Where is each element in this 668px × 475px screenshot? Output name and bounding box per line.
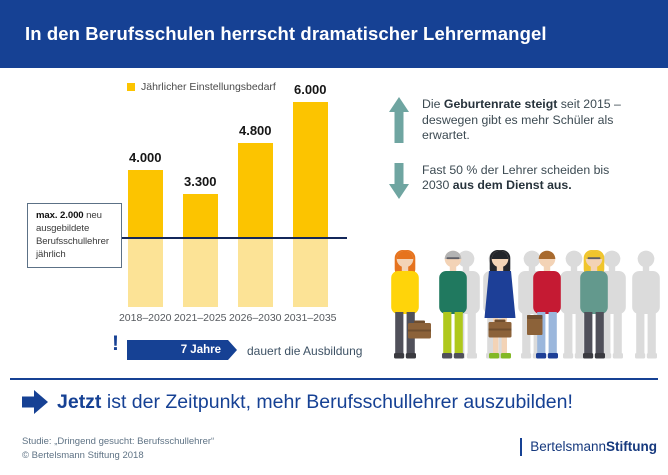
exclamation-icon: ! xyxy=(112,332,119,355)
teacher-figure xyxy=(391,250,431,359)
capacity-threshold-line xyxy=(113,237,347,239)
duration-caption: dauert die Ausbildung xyxy=(247,344,363,358)
teacher-figure xyxy=(484,250,516,359)
page-title: In den Berufsschulen herrscht dramatisch… xyxy=(25,23,547,44)
cta-text: Jetzt ist der Zeitpunkt, mehr Berufsschu… xyxy=(57,390,573,413)
bar-category-label: 2021–2025 xyxy=(173,312,227,324)
chart-legend: Jährlicher Einstellungsbedarf xyxy=(127,81,276,93)
bar xyxy=(127,170,163,307)
bar-category-label: 2018–2020 xyxy=(118,312,172,324)
header: In den Berufsschulen herrscht dramatisch… xyxy=(0,0,668,68)
bar-category-label: 2031–2035 xyxy=(283,312,337,324)
bar xyxy=(182,194,218,307)
teacher-figure xyxy=(439,250,467,359)
legend-label: Jährlicher Einstellungsbedarf xyxy=(141,81,276,93)
fact-text: Die Geburtenrate steigt seit 2015 – desw… xyxy=(422,97,621,142)
bar-value-label: 4.000 xyxy=(128,150,162,166)
duration-value: 7 Jahre xyxy=(180,344,221,356)
bar-value-label: 4.800 xyxy=(238,122,272,138)
teachers-illustration xyxy=(391,250,660,359)
bar xyxy=(237,142,273,307)
bar-category-label: 2026–2030 xyxy=(228,312,282,324)
capacity-note: max. 2.000 neu ausgebildete Berufsschull… xyxy=(27,203,122,269)
bertelsmann-logo: BertelsmannStiftung xyxy=(520,438,657,456)
bar-value-label: 3.300 xyxy=(183,174,217,190)
call-to-action: Jetzt ist der Zeitpunkt, mehr Berufsschu… xyxy=(22,390,573,414)
bar-value-label: 6.000 xyxy=(293,81,327,97)
arrow-up-icon xyxy=(389,97,409,143)
teacher-figure xyxy=(580,250,608,359)
legend-swatch-icon xyxy=(127,83,135,91)
bar xyxy=(292,101,328,307)
fact-retirement: Fast 50 % der Lehrer scheiden bis 2030 a… xyxy=(389,162,633,199)
arrow-right-icon xyxy=(22,390,48,414)
copyright: © Bertelsmann Stiftung 2018 xyxy=(22,449,144,461)
divider-line xyxy=(10,378,658,380)
fact-text: Fast 50 % der Lehrer scheiden bis 2030 a… xyxy=(422,162,610,193)
silhouette-figure xyxy=(632,250,660,359)
teacher-figure xyxy=(527,250,561,359)
source-note: Studie: „Dringend gesucht: Berufsschulle… xyxy=(22,435,214,462)
arrow-down-icon xyxy=(389,162,409,199)
study-title: Studie: „Dringend gesucht: Berufsschulle… xyxy=(22,436,215,447)
facts-panel: Die Geburtenrate steigt seit 2015 – desw… xyxy=(389,97,633,218)
fact-birthrate: Die Geburtenrate steigt seit 2015 – desw… xyxy=(389,97,633,144)
duration-banner: 7 Jahre xyxy=(127,340,237,360)
